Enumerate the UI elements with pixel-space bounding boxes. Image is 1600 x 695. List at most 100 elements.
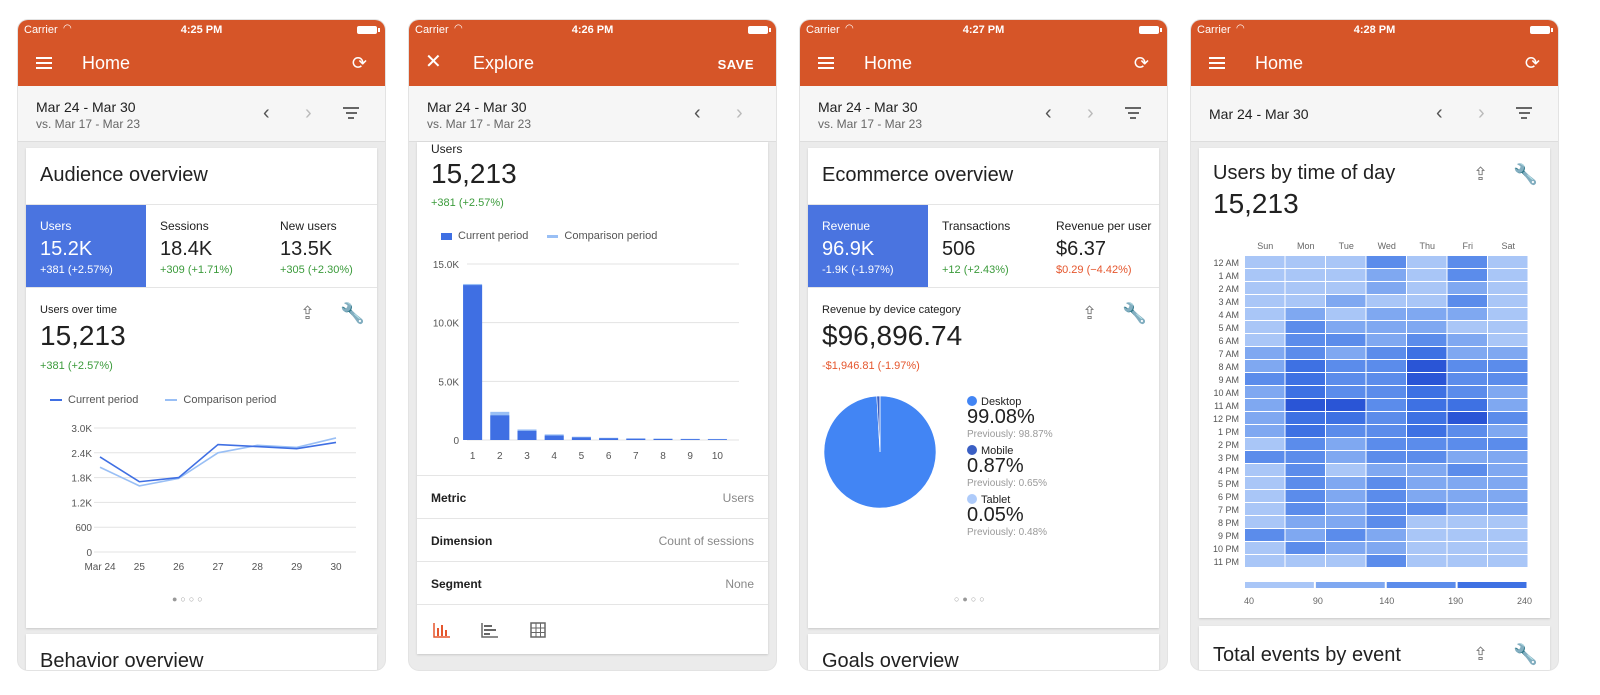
heat-cell — [1245, 334, 1285, 346]
share-icon[interactable]: ⇪ — [1473, 164, 1489, 184]
heat-cell — [1366, 438, 1406, 450]
heat-cell — [1326, 399, 1366, 411]
metric-tab-revenue-per-user[interactable]: Revenue per user $6.37 $0.29 (−4.42%) — [1042, 205, 1159, 287]
share-icon[interactable]: ⇪ — [1082, 303, 1098, 323]
date-range[interactable]: Mar 24 - Mar 30 — [427, 99, 527, 115]
heat-cell — [1366, 308, 1406, 320]
heat-cell — [1326, 321, 1366, 333]
hour-label: 11 PM — [1214, 557, 1239, 567]
heat-cell — [1407, 464, 1447, 476]
heat-cell — [1447, 555, 1487, 567]
screen-home-time-of-day: Carrier ◠ 4:28 PM Home ⟳ Mar 24 - Mar 30… — [1191, 20, 1558, 670]
x-tick-label: 6 — [606, 451, 612, 462]
close-icon[interactable]: ✕ — [425, 51, 442, 73]
heat-cell — [1488, 438, 1528, 450]
menu-icon[interactable] — [818, 57, 834, 69]
big-value: 15,213 — [431, 158, 517, 189]
horizontal-bar-chart-icon[interactable] — [481, 622, 499, 638]
heat-cell — [1407, 282, 1447, 294]
chevron-right-icon[interactable]: › — [736, 102, 743, 124]
heat-cell — [1488, 503, 1528, 515]
heat-cell — [1488, 282, 1528, 294]
chevron-left-icon[interactable]: ‹ — [694, 102, 701, 124]
date-range[interactable]: Mar 24 - Mar 30 — [818, 99, 918, 115]
wrench-icon[interactable]: 🔧 — [1513, 164, 1538, 186]
heat-cell — [1245, 542, 1285, 554]
metric-tab-revenue[interactable]: Revenue 96.9K -1.9K (-1.97%) — [808, 205, 928, 287]
metric-row[interactable]: Metric Users — [417, 475, 768, 518]
heat-cell — [1366, 490, 1406, 502]
chevron-left-icon[interactable]: ‹ — [1436, 102, 1443, 124]
heat-cell — [1488, 373, 1528, 385]
filter-icon[interactable] — [1516, 107, 1532, 122]
chevron-left-icon[interactable]: ‹ — [263, 102, 270, 124]
bar-current — [707, 439, 727, 440]
day-label: Sun — [1257, 241, 1273, 251]
x-tick-label: 5 — [579, 451, 585, 462]
app-title: Home — [1255, 53, 1304, 73]
heat-cell — [1366, 360, 1406, 372]
app-bar: Home ⟳ — [18, 40, 385, 86]
y-tick-label: 600 — [75, 523, 92, 534]
hour-label: 12 AM — [1213, 258, 1239, 268]
legend-previous: Previously: 0.48% — [967, 527, 1048, 538]
heat-cell — [1326, 464, 1366, 476]
hour-label: 5 PM — [1218, 479, 1239, 489]
date-range-bar[interactable]: Mar 24 - Mar 30 vs. Mar 17 - Mar 23 ‹ › — [18, 86, 385, 142]
bar-chart-icon[interactable] — [433, 622, 451, 638]
menu-icon[interactable] — [36, 57, 52, 69]
dimension-row[interactable]: Dimension Count of sessions — [417, 518, 768, 561]
metric-tabs: Revenue 96.9K -1.9K (-1.97%) Transaction… — [808, 204, 1159, 288]
status-bar: Carrier ◠ 4:28 PM — [1191, 20, 1558, 40]
hour-label: 7 AM — [1218, 349, 1239, 359]
card-title: Total events by event — [1213, 644, 1401, 666]
chevron-right-icon[interactable]: › — [305, 102, 312, 124]
date-range-bar[interactable]: Mar 24 - Mar 30 vs. Mar 17 - Mar 23 ‹ › — [800, 86, 1167, 142]
app-title: Explore — [473, 53, 535, 73]
metric-tab-transactions[interactable]: Transactions 506 +12 (+2.43%) — [928, 205, 1048, 287]
wrench-icon[interactable]: 🔧 — [1122, 303, 1147, 325]
x-tick-label: 10 — [712, 451, 724, 462]
heat-cell — [1326, 503, 1366, 515]
page-indicator[interactable]: ●○○○ — [172, 594, 206, 604]
date-range-bar[interactable]: Mar 24 - Mar 30 vs. Mar 17 - Mar 23 ‹ › — [409, 86, 776, 142]
y-tick-label: 5.0K — [438, 377, 459, 388]
filter-icon[interactable] — [1125, 107, 1141, 122]
heat-cell — [1285, 295, 1325, 307]
date-range[interactable]: Mar 24 - Mar 30 — [36, 99, 136, 115]
share-icon[interactable]: ⇪ — [300, 303, 316, 323]
table-icon[interactable] — [530, 622, 546, 638]
heat-cell — [1447, 529, 1487, 541]
heat-cell — [1326, 347, 1366, 359]
metric-tab-new-users[interactable]: New users 13.5K +305 (+2.30%) — [266, 205, 377, 287]
wrench-icon[interactable]: 🔧 — [1513, 644, 1538, 666]
share-icon[interactable]: ⇪ — [1473, 644, 1489, 664]
segment-row[interactable]: Segment None — [417, 561, 768, 604]
account-switch-icon[interactable]: ⟳ — [351, 53, 367, 73]
heat-cell — [1447, 425, 1487, 437]
date-range-bar[interactable]: Mar 24 - Mar 30 ‹ › — [1191, 86, 1558, 142]
save-button[interactable]: SAVE — [717, 57, 754, 72]
metric-tab-users[interactable]: Users 15.2K +381 (+2.57%) — [26, 205, 146, 287]
page-indicator[interactable]: ○●○○ — [954, 594, 988, 604]
bar-current — [463, 285, 483, 440]
account-switch-icon[interactable]: ⟳ — [1133, 53, 1149, 73]
pie-legend-mobile: Mobile 0.87% Previously: 0.65% — [967, 445, 1047, 489]
chevron-left-icon[interactable]: ‹ — [1045, 102, 1052, 124]
heat-cell — [1488, 295, 1528, 307]
hour-label: 8 AM — [1218, 362, 1239, 372]
metric-tab-sessions[interactable]: Sessions 18.4K +309 (+1.71%) — [146, 205, 266, 287]
account-switch-icon[interactable]: ⟳ — [1524, 53, 1540, 73]
wrench-icon[interactable]: 🔧 — [340, 303, 365, 325]
legend-current: Current period — [50, 394, 138, 406]
menu-icon[interactable] — [1209, 57, 1225, 69]
row-value: None — [725, 577, 754, 591]
date-range[interactable]: Mar 24 - Mar 30 — [1209, 106, 1309, 122]
status-bar: Carrier ◠ 4:27 PM — [800, 20, 1167, 40]
heat-cell — [1366, 412, 1406, 424]
heat-cell — [1447, 256, 1487, 268]
chevron-right-icon[interactable]: › — [1087, 102, 1094, 124]
heat-cell — [1366, 503, 1406, 515]
chevron-right-icon[interactable]: › — [1478, 102, 1485, 124]
filter-icon[interactable] — [343, 107, 359, 122]
